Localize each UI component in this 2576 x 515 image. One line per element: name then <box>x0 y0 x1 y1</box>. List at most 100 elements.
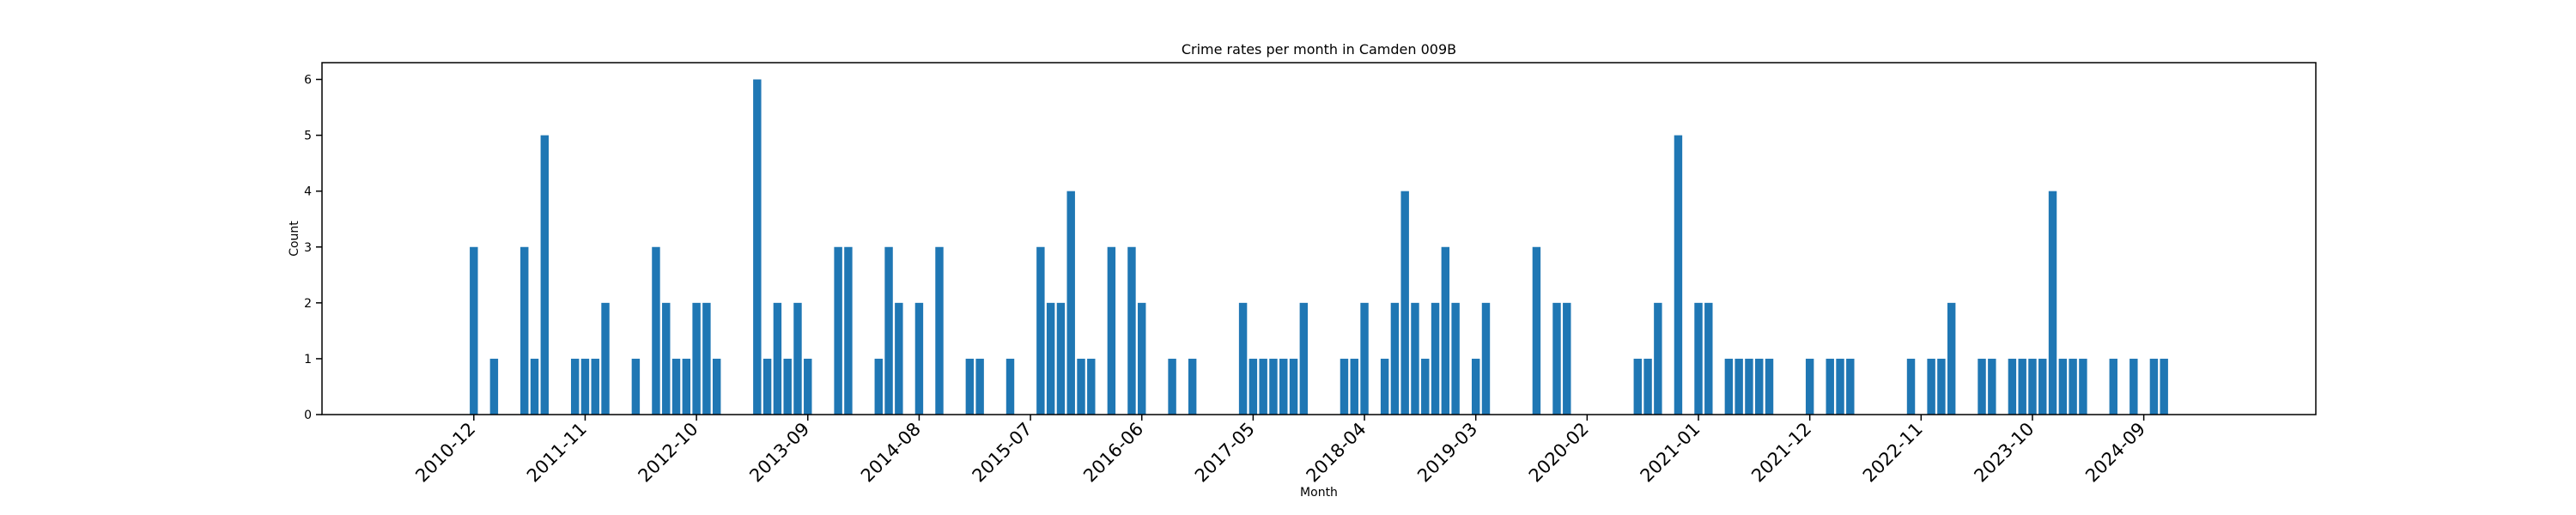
bar-2019-12 <box>1563 302 1571 415</box>
bar-2015-01 <box>965 358 975 415</box>
bar-2021-02 <box>1704 302 1713 415</box>
x-tick-label: 2020-02 <box>1525 419 1593 487</box>
bar-2023-12 <box>2048 191 2057 415</box>
bar-2024-06 <box>2109 358 2117 415</box>
bar-2014-05 <box>884 246 893 415</box>
bar-2018-03 <box>1350 358 1358 415</box>
x-tick-label: 2022-11 <box>1859 419 1927 487</box>
bar-2012-09 <box>682 358 691 415</box>
bar-2011-12 <box>591 358 599 415</box>
bar-2016-03 <box>1107 246 1116 415</box>
y-axis-label: Count <box>288 221 301 257</box>
bar-2023-01 <box>1937 358 1946 415</box>
y-tick-label: 5 <box>304 130 312 143</box>
bar-2019-09 <box>1532 246 1541 415</box>
bar-2023-02 <box>1947 302 1956 415</box>
bar-2018-07 <box>1390 302 1400 415</box>
bar-2016-01 <box>1087 358 1096 415</box>
x-tick-label: 2010-12 <box>411 419 479 487</box>
y-axis: 0 1 2 3 4 5 6 <box>304 74 322 422</box>
bar-2021-12 <box>1805 358 1814 415</box>
bar-2021-01 <box>1694 302 1703 415</box>
bar-2021-04 <box>1724 358 1734 415</box>
bar-2018-02 <box>1340 358 1349 415</box>
x-tick-label: 2018-04 <box>1303 419 1370 487</box>
bar-2018-10 <box>1421 358 1430 415</box>
bars-group <box>470 79 2168 415</box>
bar-2014-06 <box>895 302 903 415</box>
bar-2023-09 <box>2018 358 2026 415</box>
bar-2017-08 <box>1279 358 1288 415</box>
bar-2018-09 <box>1411 302 1419 415</box>
bar-2019-01 <box>1451 302 1460 415</box>
bar-2013-09 <box>804 358 812 415</box>
bar-2024-02 <box>2069 358 2077 415</box>
bar-2015-11 <box>1066 191 1075 415</box>
bar-2024-11 <box>2160 358 2168 415</box>
bar-2015-08 <box>1036 246 1045 415</box>
bar-2016-06 <box>1138 302 1146 415</box>
y-tick-label: 6 <box>304 74 312 88</box>
bar-2024-10 <box>2149 358 2159 415</box>
bar-2022-10 <box>1906 358 1916 415</box>
bar-2012-06 <box>652 246 660 415</box>
y-tick-label: 1 <box>304 353 312 367</box>
bar-2010-12 <box>470 246 478 415</box>
x-tick-label: 2011-11 <box>523 419 591 487</box>
bar-2013-08 <box>793 302 802 415</box>
bar-2013-06 <box>773 302 782 415</box>
bar-2012-04 <box>631 358 641 415</box>
bar-2011-11 <box>580 358 590 415</box>
x-tick-label: 2015-07 <box>969 419 1036 487</box>
bar-2015-09 <box>1046 302 1055 415</box>
bar-2017-05 <box>1249 358 1258 415</box>
bar-2013-12 <box>834 246 842 415</box>
bar-2021-08 <box>1765 358 1774 415</box>
bar-2023-06 <box>1988 358 1996 415</box>
bar-2022-12 <box>1927 358 1935 415</box>
bar-2019-03 <box>1471 358 1480 415</box>
bar-2023-05 <box>1978 358 1986 415</box>
bar-2013-07 <box>783 358 792 415</box>
x-tick-label: 2012-10 <box>635 419 702 487</box>
bar-2017-10 <box>1299 302 1309 415</box>
bar-2014-08 <box>914 302 924 415</box>
bar-2016-09 <box>1168 358 1176 415</box>
bar-2016-11 <box>1188 358 1197 415</box>
bar-2018-06 <box>1380 358 1389 415</box>
bar-2015-02 <box>975 358 984 415</box>
bar-2023-10 <box>2028 358 2037 415</box>
bar-2011-10 <box>570 358 580 415</box>
bar-2014-10 <box>935 246 944 415</box>
bar-2014-04 <box>874 358 883 415</box>
bar-2017-04 <box>1238 302 1248 415</box>
bar-2022-03 <box>1836 358 1844 415</box>
bar-2019-11 <box>1552 302 1561 415</box>
y-tick-label: 2 <box>304 297 312 311</box>
bar-2020-08 <box>1643 358 1652 415</box>
bar-2012-07 <box>662 302 671 415</box>
x-tick-label: 2016-06 <box>1079 419 1147 487</box>
bar-2011-07 <box>540 135 550 415</box>
bar-2013-04 <box>753 79 762 415</box>
bar-2011-02 <box>489 358 499 415</box>
bar-2016-05 <box>1127 246 1136 415</box>
bar-2022-02 <box>1826 358 1834 415</box>
bar-2015-12 <box>1077 358 1085 415</box>
x-tick-label: 2019-03 <box>1413 419 1481 487</box>
bar-2017-09 <box>1289 358 1298 415</box>
x-tick-label: 2017-05 <box>1191 419 1259 487</box>
x-tick-label: 2021-12 <box>1747 419 1815 487</box>
bar-2023-11 <box>2038 358 2047 415</box>
bar-2018-12 <box>1441 246 1450 415</box>
bar-2012-01 <box>601 302 610 415</box>
bar-2011-06 <box>530 358 539 415</box>
x-tick-label: 2013-09 <box>745 419 813 487</box>
bar-2011-05 <box>520 246 529 415</box>
bar-2021-06 <box>1745 358 1753 415</box>
bar-2024-03 <box>2079 358 2087 415</box>
y-tick-label: 4 <box>304 185 312 199</box>
y-tick-label: 0 <box>304 409 312 422</box>
bar-2020-09 <box>1654 302 1662 415</box>
bar-2024-08 <box>2129 358 2138 415</box>
